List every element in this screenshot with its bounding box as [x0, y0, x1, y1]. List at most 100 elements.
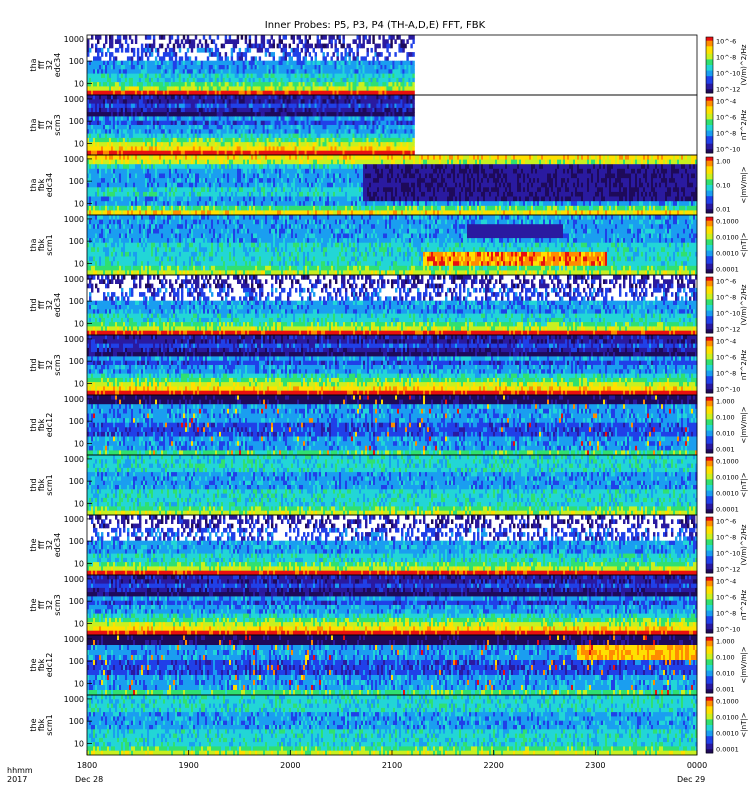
- panel-label: the: [29, 718, 38, 731]
- colorbar: [706, 637, 713, 694]
- y-tick-label: 100: [69, 357, 84, 366]
- colorbar-unit-label: <|nT|>: [740, 472, 748, 497]
- colorbar-tick-label: 10^-8: [716, 294, 736, 302]
- colorbar-tick-label: 10^-10: [716, 386, 740, 394]
- colorbar-tick-label: 0.010: [716, 430, 735, 438]
- colorbar: [706, 37, 713, 94]
- y-tick-label: 100: [69, 717, 84, 726]
- y-tick-label: 1000: [64, 215, 84, 224]
- panel-label: scm1: [45, 714, 54, 735]
- panel-label: 32: [45, 120, 54, 130]
- colorbar: [706, 697, 713, 754]
- colorbar-tick-label: 0.0001: [716, 266, 739, 274]
- colorbar-tick-label: 0.1000: [716, 698, 739, 706]
- colorbar-tick-label: 0.100: [716, 414, 735, 422]
- colorbar-tick-label: 10^-10: [716, 550, 740, 558]
- colorbar-unit-label: <|mV/m|>: [740, 406, 748, 443]
- colorbar-tick-label: 10^-4: [716, 338, 736, 346]
- panel-1: [87, 35, 415, 96]
- colorbar-tick-label: 0.010: [716, 670, 735, 678]
- y-tick-label: 10: [74, 499, 84, 508]
- panel-9: [87, 515, 698, 576]
- colorbar-tick-label: 10^-4: [716, 98, 736, 106]
- y-tick-label: 100: [69, 117, 84, 126]
- colorbar-tick-label: 0.0010: [716, 250, 739, 258]
- panel-7: [87, 395, 698, 456]
- y-tick-label: 1000: [64, 95, 84, 104]
- panel-label: scm1: [45, 234, 54, 255]
- panel-label: 32: [45, 60, 54, 70]
- panel-8: [87, 455, 698, 516]
- y-tick-label: 10: [74, 679, 84, 688]
- colorbar-unit-label: <|nT|>: [740, 232, 748, 257]
- colorbar-tick-label: 1.000: [716, 638, 735, 646]
- year-label: 2017: [7, 775, 27, 784]
- panel-label: 32: [45, 360, 54, 370]
- y-tick-label: 10: [74, 559, 84, 568]
- colorbar-tick-label: 0.0010: [716, 490, 739, 498]
- colorbar-tick-label: 10^-8: [716, 610, 736, 618]
- panel-label: fff: [37, 601, 46, 610]
- colorbar-tick-label: 10^-10: [716, 626, 740, 634]
- colorbar-unit-label: (V/m)^2/Hz: [740, 284, 748, 325]
- panel-label: edc12: [45, 413, 54, 438]
- panel-label: scm3: [53, 354, 62, 375]
- chart-title: Inner Probes: P5, P3, P4 (TH-A,D,E) FFT,…: [0, 20, 750, 31]
- colorbar-unit-label: nT^2/Hz: [740, 590, 748, 621]
- y-tick-label: 100: [69, 477, 84, 486]
- panel-label: the: [29, 598, 38, 611]
- panel-label: fbk: [37, 418, 46, 431]
- panel-label: thd: [29, 298, 38, 311]
- y-tick-label: 1000: [64, 455, 84, 464]
- panel-label: scm1: [45, 474, 54, 495]
- colorbar-tick-label: 10^-8: [716, 54, 736, 62]
- x-tick-label: 2300: [585, 761, 605, 770]
- colorbar: [706, 337, 713, 394]
- colorbar-tick-label: 1.00: [716, 158, 730, 166]
- colorbar-tick-label: 10^-10: [716, 146, 740, 154]
- panel-12: [87, 695, 698, 756]
- panel-11: [87, 635, 698, 696]
- colorbar: [706, 277, 713, 334]
- panel-label: fbk: [37, 658, 46, 671]
- colorbar-unit-label: (V/m)^2/Hz: [740, 44, 748, 85]
- y-tick-label: 100: [69, 597, 84, 606]
- y-tick-label: 1000: [64, 335, 84, 344]
- y-tick-label: 10: [74, 79, 84, 88]
- panel-label: fff: [37, 301, 46, 310]
- y-tick-label: 1000: [64, 395, 84, 404]
- panel-label: fff: [37, 121, 46, 130]
- panel-10: [87, 575, 698, 636]
- colorbar-tick-label: 0.1000: [716, 218, 739, 226]
- colorbar-unit-label: (V/m)^2/Hz: [740, 524, 748, 565]
- colorbar: [706, 457, 713, 514]
- panel-label: fbk: [37, 178, 46, 191]
- panel-label: edc34: [53, 293, 62, 318]
- colorbar: [706, 397, 713, 454]
- y-tick-label: 1000: [64, 575, 84, 584]
- colorbar-tick-label: 10^-6: [716, 518, 736, 526]
- panel-label: fbk: [37, 718, 46, 731]
- colorbar-tick-label: 10^-10: [716, 70, 740, 78]
- panel-label: 32: [45, 600, 54, 610]
- colorbar-tick-label: 10^-8: [716, 370, 736, 378]
- colorbar-unit-label: nT^2/Hz: [740, 110, 748, 141]
- y-tick-label: 100: [69, 177, 84, 186]
- y-tick-label: 100: [69, 237, 84, 246]
- panel-label: fff: [37, 61, 46, 70]
- colorbar-tick-label: 10^-6: [716, 278, 736, 286]
- y-tick-label: 10: [74, 619, 84, 628]
- panel-label: the: [29, 658, 38, 671]
- y-tick-label: 10: [74, 439, 84, 448]
- colorbar-tick-label: 10^-12: [716, 326, 740, 334]
- panel-label: fbk: [37, 238, 46, 251]
- panel-label: tha: [29, 238, 38, 251]
- colorbar-unit-label: nT^2/Hz: [740, 350, 748, 381]
- panel-label: tha: [29, 178, 38, 191]
- date-start-label: Dec 28: [75, 775, 103, 784]
- y-tick-label: 100: [69, 297, 84, 306]
- y-tick-label: 1000: [64, 155, 84, 164]
- colorbar-tick-label: 0.0100: [716, 714, 739, 722]
- panel-label: 32: [45, 300, 54, 310]
- panel-label: 32: [45, 540, 54, 550]
